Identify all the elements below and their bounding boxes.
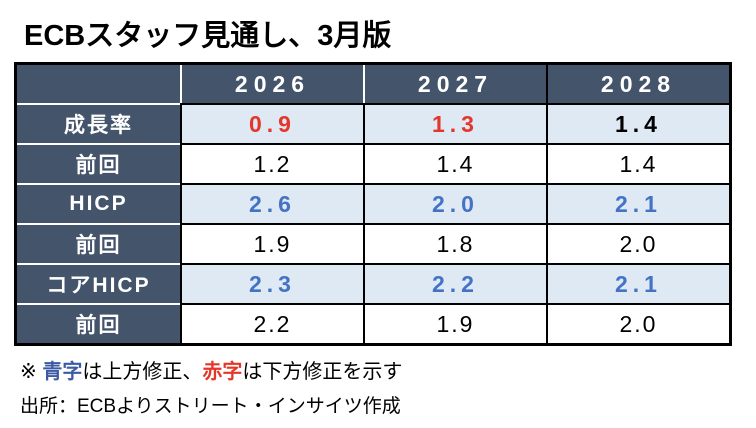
page: ECBスタッフ見通し、3月版 2026 2027 2028 成長率 0.9 1.…	[14, 20, 756, 417]
revision-note: ※ 青字は上方修正、赤字は下方修正を示す	[20, 355, 756, 384]
row-label: 前回	[17, 223, 180, 263]
value-cell: 1.4	[363, 143, 546, 183]
value-cell: 1.9	[363, 303, 546, 343]
source-note: 出所：ECBよりストリート・インサイツ作成	[20, 396, 401, 417]
row-label: 前回	[17, 143, 180, 183]
table-row: 前回 1.9 1.8 2.0	[17, 223, 729, 263]
value-cell: 2.1	[546, 183, 729, 223]
value-cell: 2.2	[180, 303, 363, 343]
table-row: 前回 1.2 1.4 1.4	[17, 143, 729, 183]
note-marker: ※	[20, 361, 37, 383]
page-title: ECBスタッフ見通し、3月版	[24, 20, 392, 52]
value-cell: 2.0	[363, 183, 546, 223]
header-row: 2026 2027 2028	[17, 65, 729, 103]
year-header-2028: 2028	[546, 65, 729, 103]
table-row: 成長率 0.9 1.3 1.4	[17, 103, 729, 143]
year-header-2026: 2026	[180, 65, 363, 103]
value-cell: 1.4	[546, 143, 729, 183]
table-row: HICP 2.6 2.0 2.1	[17, 183, 729, 223]
corner-cell	[17, 65, 180, 103]
note-blue-term: 青字	[42, 361, 83, 383]
note-between-text: は上方修正、	[82, 361, 203, 383]
row-label: HICP	[17, 183, 180, 223]
table-row: 前回 2.2 1.9 2.0	[17, 303, 729, 343]
note-tail-text: は下方修正を示す	[242, 361, 403, 383]
forecast-table: 2026 2027 2028 成長率 0.9 1.3 1.4 前回 1.2 1.…	[14, 62, 732, 346]
value-cell: 2.1	[546, 263, 729, 303]
value-cell: 2.3	[180, 263, 363, 303]
value-cell: 0.9	[180, 103, 363, 143]
row-label: コアHICP	[17, 263, 180, 303]
value-cell: 2.0	[546, 223, 729, 263]
row-label: 成長率	[17, 103, 180, 143]
year-header-2027: 2027	[363, 65, 546, 103]
value-cell: 1.4	[546, 103, 729, 143]
value-cell: 1.2	[180, 143, 363, 183]
value-cell: 2.6	[180, 183, 363, 223]
row-label: 前回	[17, 303, 180, 343]
value-cell: 1.8	[363, 223, 546, 263]
note-red-term: 赤字	[202, 361, 243, 383]
value-cell: 2.0	[546, 303, 729, 343]
table-row: コアHICP 2.3 2.2 2.1	[17, 263, 729, 303]
value-cell: 2.2	[363, 263, 546, 303]
value-cell: 1.3	[363, 103, 546, 143]
value-cell: 1.9	[180, 223, 363, 263]
